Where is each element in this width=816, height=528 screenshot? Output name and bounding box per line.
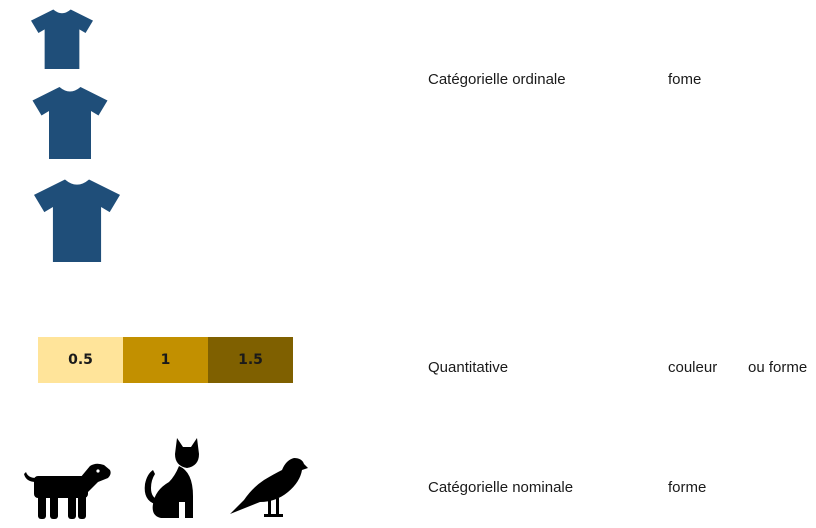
dog-icon — [24, 463, 111, 519]
row2-encoding-label: couleur — [668, 359, 718, 376]
row3-category-label: Catégorielle nominale — [428, 479, 574, 496]
row1-category-label: Catégorielle ordinale — [428, 71, 566, 88]
scale-cell-2-label: 1.5 — [238, 352, 263, 368]
cat-icon — [144, 438, 199, 518]
tshirt-small-icon — [31, 9, 93, 69]
row2-category-label: Quantitative — [428, 359, 509, 376]
scale-cell-0: 0.5 — [38, 337, 123, 383]
bird-icon — [230, 458, 308, 517]
scale-cell-2: 1.5 — [208, 337, 293, 383]
scale-cell-1: 1 — [123, 337, 208, 383]
tshirt-large-icon — [34, 179, 120, 262]
row3-encoding-label: forme — [668, 479, 707, 496]
color-scale: 0.5 1 1.5 — [38, 337, 293, 383]
scale-cell-1-label: 1 — [160, 352, 171, 368]
row2-alt-encoding-label: ou forme — [748, 359, 808, 376]
tshirt-medium-icon — [32, 87, 108, 159]
row1-encoding-label: fome — [668, 71, 702, 88]
scale-cell-0-label: 0.5 — [68, 352, 93, 368]
